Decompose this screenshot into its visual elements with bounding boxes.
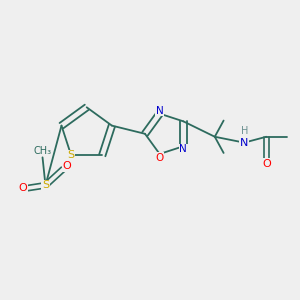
Text: N: N: [240, 138, 248, 148]
Text: S: S: [42, 180, 49, 190]
Text: CH₃: CH₃: [34, 146, 52, 156]
Text: N: N: [156, 106, 164, 116]
Text: N: N: [179, 144, 187, 154]
Text: O: O: [18, 183, 27, 193]
Text: H: H: [241, 126, 248, 136]
Text: S: S: [68, 150, 75, 160]
Text: O: O: [62, 161, 71, 171]
Text: O: O: [155, 152, 164, 163]
Text: O: O: [262, 159, 271, 169]
